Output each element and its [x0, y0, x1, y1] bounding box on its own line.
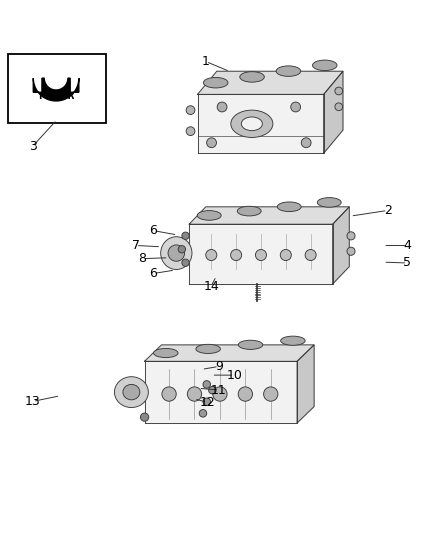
Circle shape — [162, 387, 176, 401]
Circle shape — [217, 102, 227, 112]
Circle shape — [347, 232, 355, 240]
Circle shape — [208, 386, 216, 394]
Circle shape — [186, 127, 195, 135]
Ellipse shape — [241, 117, 262, 131]
Bar — [8, 54, 106, 123]
Circle shape — [199, 409, 207, 417]
Text: 2: 2 — [384, 204, 392, 217]
Text: 6: 6 — [149, 267, 157, 280]
Text: 11: 11 — [211, 384, 227, 397]
Polygon shape — [145, 361, 297, 423]
Polygon shape — [198, 94, 324, 153]
Polygon shape — [324, 71, 343, 153]
Circle shape — [230, 249, 242, 261]
Ellipse shape — [203, 77, 228, 88]
Ellipse shape — [240, 71, 265, 82]
Circle shape — [255, 249, 266, 261]
Polygon shape — [145, 345, 314, 361]
Ellipse shape — [154, 349, 178, 358]
Circle shape — [207, 138, 216, 148]
Circle shape — [347, 247, 355, 255]
Text: 1: 1 — [202, 55, 210, 68]
Text: 5: 5 — [403, 256, 411, 270]
Circle shape — [182, 259, 189, 266]
Ellipse shape — [276, 66, 300, 76]
Circle shape — [206, 249, 217, 261]
Text: 4: 4 — [403, 239, 411, 252]
Ellipse shape — [237, 206, 261, 216]
Circle shape — [280, 249, 291, 261]
Ellipse shape — [197, 211, 221, 220]
Circle shape — [335, 103, 343, 111]
Ellipse shape — [238, 340, 263, 350]
Circle shape — [213, 387, 227, 401]
Polygon shape — [33, 78, 79, 101]
Ellipse shape — [114, 377, 148, 408]
Polygon shape — [198, 71, 343, 94]
Circle shape — [238, 387, 252, 401]
Ellipse shape — [317, 198, 341, 207]
Text: 14: 14 — [203, 280, 219, 293]
Text: MOPAR: MOPAR — [38, 92, 74, 101]
Ellipse shape — [161, 237, 192, 270]
Text: 10: 10 — [226, 369, 242, 382]
Ellipse shape — [168, 245, 184, 261]
Text: 6: 6 — [149, 224, 157, 237]
Circle shape — [187, 387, 201, 401]
Text: 3: 3 — [29, 140, 37, 152]
Circle shape — [203, 398, 211, 406]
Ellipse shape — [231, 110, 273, 138]
Text: 7: 7 — [132, 239, 140, 252]
Text: 8: 8 — [138, 252, 146, 265]
Text: 13: 13 — [25, 395, 41, 408]
Ellipse shape — [123, 384, 140, 400]
Text: 9: 9 — [215, 360, 223, 373]
Text: 12: 12 — [199, 396, 215, 409]
Ellipse shape — [312, 60, 337, 70]
Polygon shape — [189, 207, 349, 224]
Circle shape — [203, 381, 211, 388]
Polygon shape — [333, 207, 349, 284]
Circle shape — [186, 106, 195, 115]
Ellipse shape — [196, 344, 220, 353]
Circle shape — [305, 249, 316, 261]
Polygon shape — [297, 345, 314, 423]
Circle shape — [182, 232, 189, 239]
Ellipse shape — [277, 202, 301, 212]
Circle shape — [291, 102, 300, 112]
Ellipse shape — [281, 336, 305, 345]
Circle shape — [178, 246, 186, 253]
Circle shape — [335, 87, 343, 95]
Circle shape — [264, 387, 278, 401]
Polygon shape — [189, 224, 333, 284]
Circle shape — [141, 413, 149, 421]
Circle shape — [301, 138, 311, 148]
